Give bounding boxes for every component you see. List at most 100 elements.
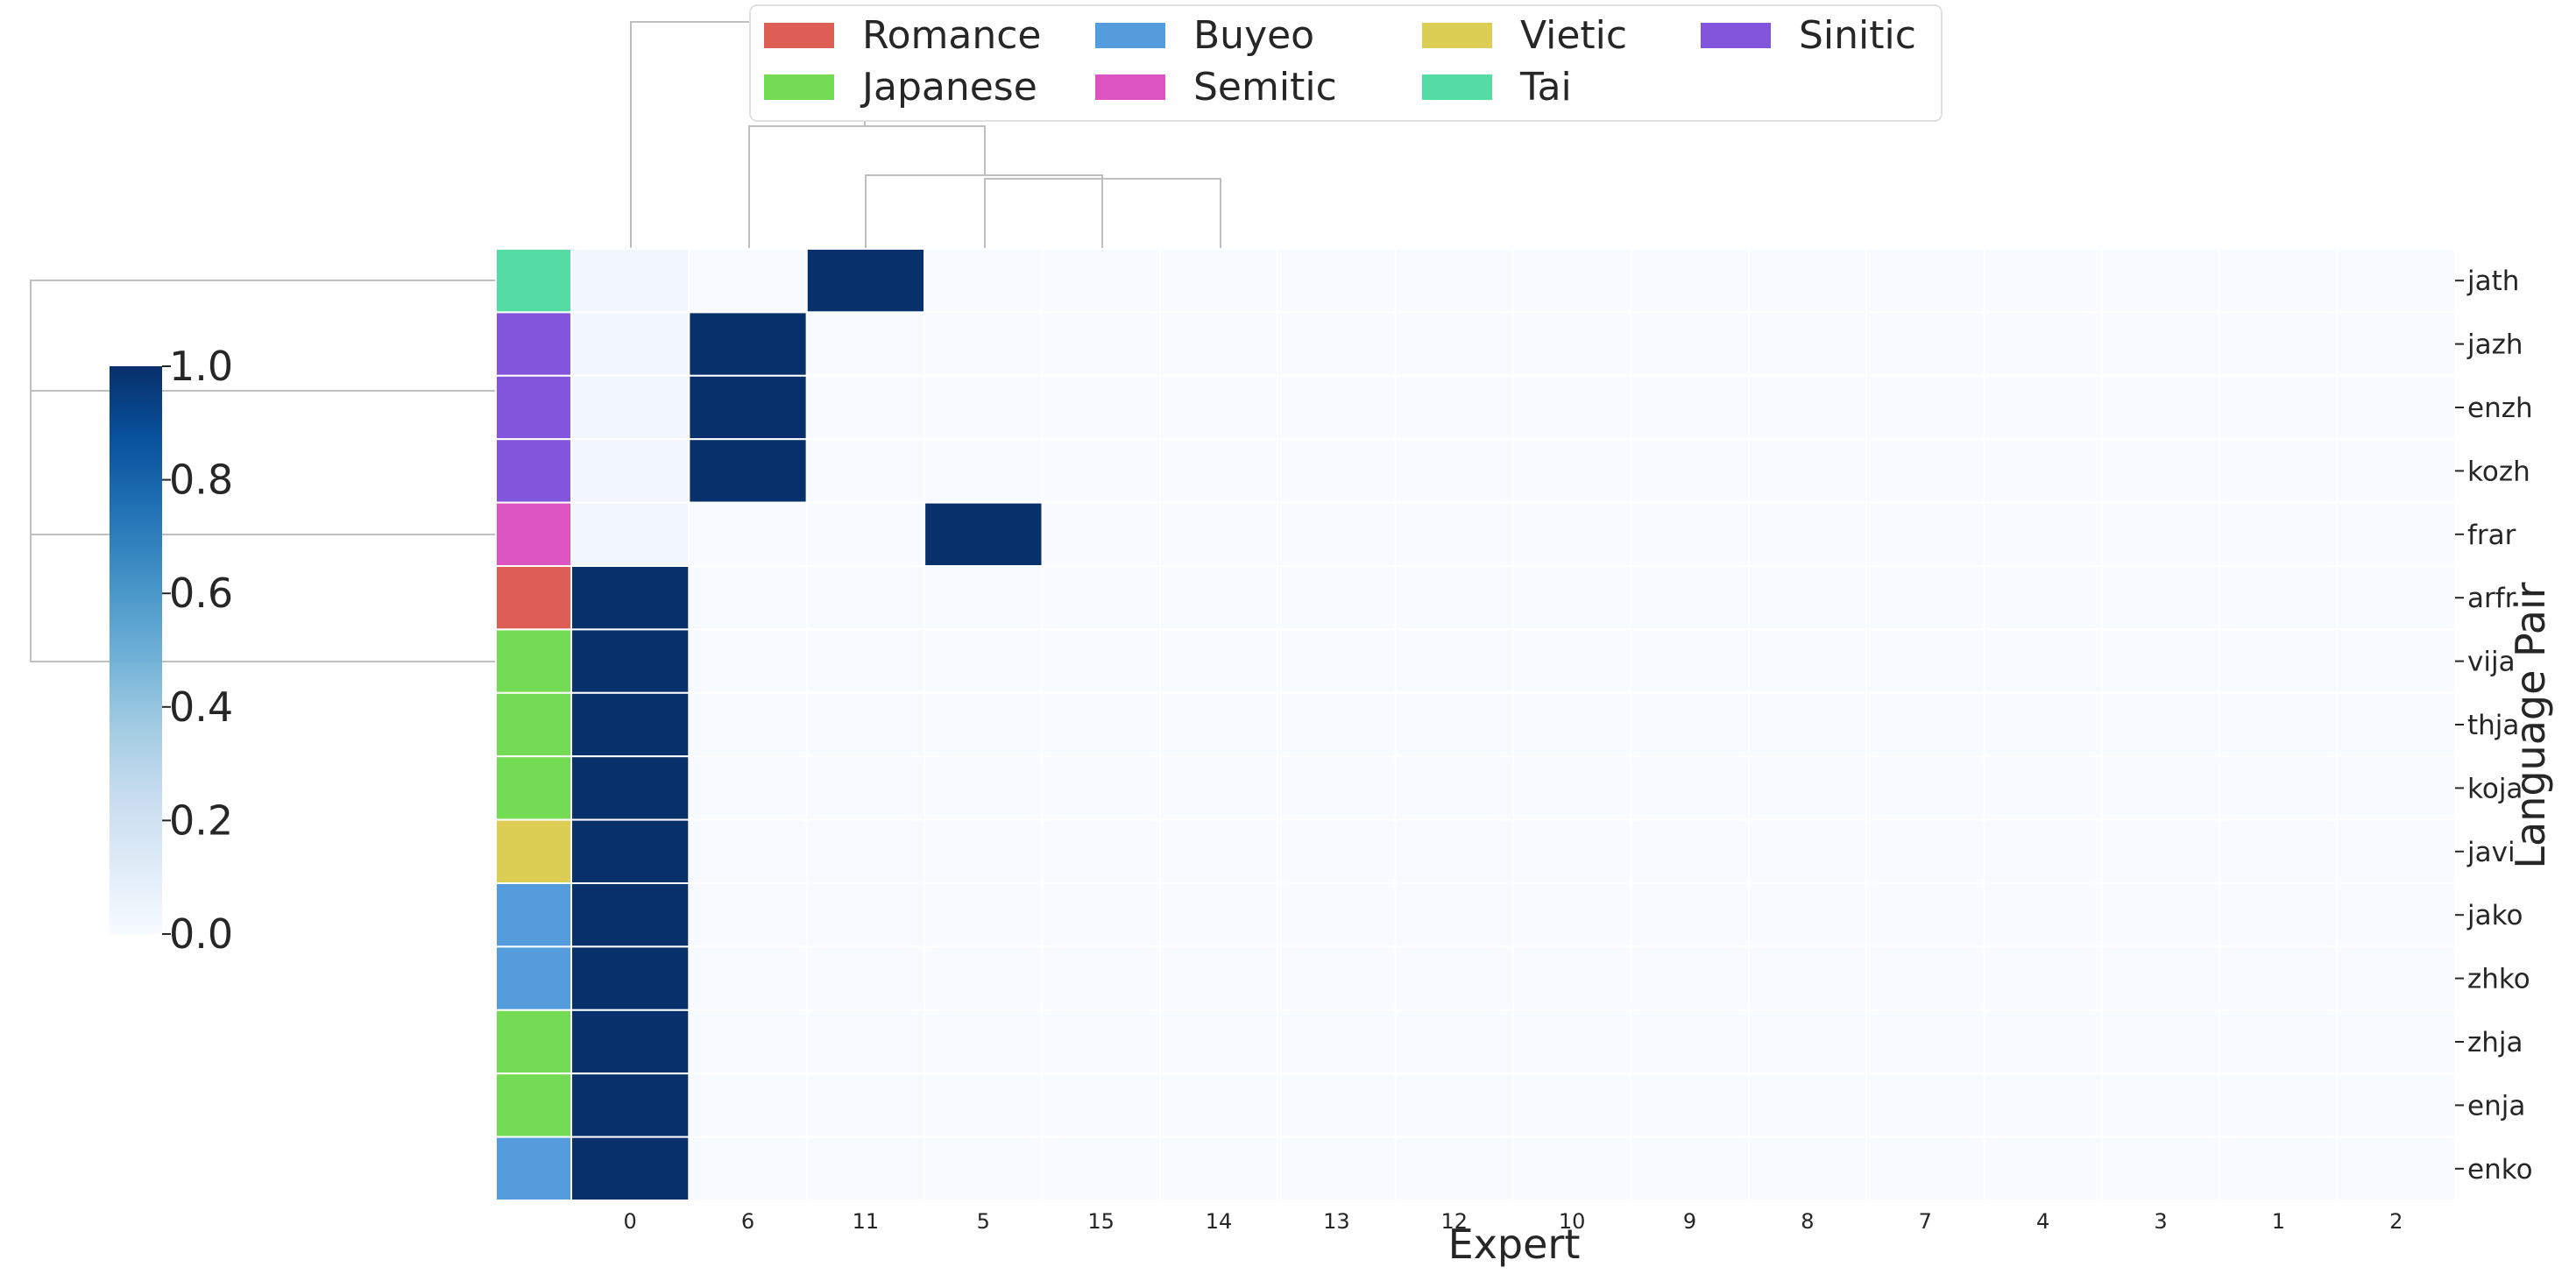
heatmap-cell: [1865, 1009, 1985, 1075]
heatmap-cell: [1630, 1072, 1750, 1138]
heatmap-cell: [1983, 691, 2103, 758]
y-tick-label: zhko: [2467, 964, 2530, 995]
heatmap-cell: [2100, 628, 2221, 694]
x-tick-label: 0: [624, 1209, 637, 1234]
heatmap-cell: [1512, 565, 1632, 631]
heatmap-cell: [1630, 311, 1750, 377]
heatmap-cell: [2219, 628, 2339, 694]
heatmap-cell: [2219, 565, 2339, 631]
x-tick-label: 4: [2036, 1209, 2049, 1234]
heatmap-cell: [1158, 311, 1279, 377]
y-tick-labels: jath jazh enzh kozh frar arfr vija thja koja javi…: [2455, 265, 2533, 1186]
y-tick-label: javi: [2466, 837, 2516, 868]
row-color-cell: [495, 1009, 572, 1075]
row-dendrogram-link: [30, 280, 496, 495]
heatmap-cell: [1394, 311, 1514, 377]
colorbar: 0.0 0.2 0.4 0.6 0.8 1.0: [110, 343, 233, 958]
legend-swatch: [1422, 74, 1492, 100]
heatmap-cell: [2100, 1072, 2221, 1138]
y-tick-label: enko: [2467, 1154, 2533, 1186]
heatmap-cell: [2336, 1009, 2456, 1075]
heatmap-cell: [805, 628, 926, 694]
heatmap-cell: [805, 1072, 926, 1138]
x-tick-label: 1: [2272, 1209, 2285, 1234]
row-dendrogram-link: [30, 534, 496, 662]
heatmap-cell: [570, 565, 690, 631]
heatmap-cell: [2219, 248, 2339, 314]
heatmap-cell: [2219, 1072, 2339, 1138]
heatmap-cell: [1394, 248, 1514, 314]
heatmap-cell: [570, 755, 690, 821]
heatmap-cell: [2336, 691, 2456, 758]
heatmap-cell: [924, 501, 1044, 567]
legend-label: Buyeo: [1193, 13, 1314, 58]
heatmap-cell: [2100, 882, 2221, 948]
heatmap-cell: [1158, 882, 1279, 948]
heatmap-cell: [688, 248, 808, 314]
heatmap-cell: [1277, 1072, 1397, 1138]
heatmap-cell: [1041, 565, 1161, 631]
heatmap-cell: [1158, 438, 1279, 504]
heatmap-cell: [2336, 501, 2456, 567]
x-tick-label: 14: [1206, 1209, 1233, 1234]
heatmap-cell: [570, 438, 690, 504]
heatmap-cell: [1747, 248, 1868, 314]
heatmap-cell: [1277, 755, 1397, 821]
heatmap-cell: [1512, 691, 1632, 758]
heatmap-cell: [1865, 311, 1985, 377]
heatmap-cell: [1041, 882, 1161, 948]
heatmap-cell: [2219, 882, 2339, 948]
heatmap-cell: [1277, 818, 1397, 884]
heatmap-cell: [2336, 374, 2456, 441]
heatmap: [570, 248, 2456, 1201]
heatmap-cell: [688, 1136, 808, 1201]
heatmap-cell: [924, 882, 1044, 948]
heatmap-cell: [1865, 628, 1985, 694]
legend-label: Japanese: [860, 65, 1037, 110]
heatmap-cell: [2336, 1136, 2456, 1201]
heatmap-cell: [1983, 438, 2103, 504]
heatmap-cell: [2100, 565, 2221, 631]
y-tick-label: vija: [2467, 647, 2516, 678]
heatmap-cell: [688, 1072, 808, 1138]
row-color-cell: [495, 818, 572, 884]
x-tick-label: 12: [1441, 1209, 1468, 1234]
heatmap-cell: [1394, 1136, 1514, 1201]
heatmap-cell: [805, 565, 926, 631]
heatmap-cell: [924, 565, 1044, 631]
heatmap-cell: [1394, 882, 1514, 948]
heatmap-cell: [1512, 438, 1632, 504]
row-color-cell: [495, 501, 572, 567]
x-tick-label: 6: [741, 1209, 754, 1234]
legend-swatch: [764, 74, 834, 100]
x-axis-label: Expert: [1448, 1221, 1581, 1268]
heatmap-cell: [1158, 945, 1279, 1011]
heatmap-cell: [924, 1009, 1044, 1075]
heatmap-cell: [1630, 691, 1750, 758]
heatmap-cell: [1865, 945, 1985, 1011]
row-color-cell: [495, 565, 572, 631]
heatmap-cell: [1041, 818, 1161, 884]
legend-label: Vietic: [1520, 13, 1627, 58]
heatmap-cell: [1983, 628, 2103, 694]
heatmap-cell: [1394, 1072, 1514, 1138]
row-color-cell: [495, 691, 572, 758]
legend-frame: [749, 4, 1943, 122]
heatmap-cell: [1512, 628, 1632, 694]
y-tick-label: jath: [2466, 265, 2519, 297]
heatmap-cell: [1158, 501, 1279, 567]
heatmap-cell: [1983, 882, 2103, 948]
heatmap-cell: [2219, 501, 2339, 567]
heatmap-cell: [688, 882, 808, 948]
heatmap-cell: [805, 1009, 926, 1075]
y-tick-label: arfr: [2467, 583, 2516, 614]
column-dendrogram-link: [865, 174, 1103, 249]
heatmap-cell: [1394, 945, 1514, 1011]
x-tick-label: 2: [2389, 1209, 2403, 1234]
heatmap-cell: [1277, 1136, 1397, 1201]
heatmap-cell: [2219, 945, 2339, 1011]
heatmap-cell: [1512, 1009, 1632, 1075]
heatmap-cell: [1630, 882, 1750, 948]
heatmap-cell: [1277, 438, 1397, 504]
